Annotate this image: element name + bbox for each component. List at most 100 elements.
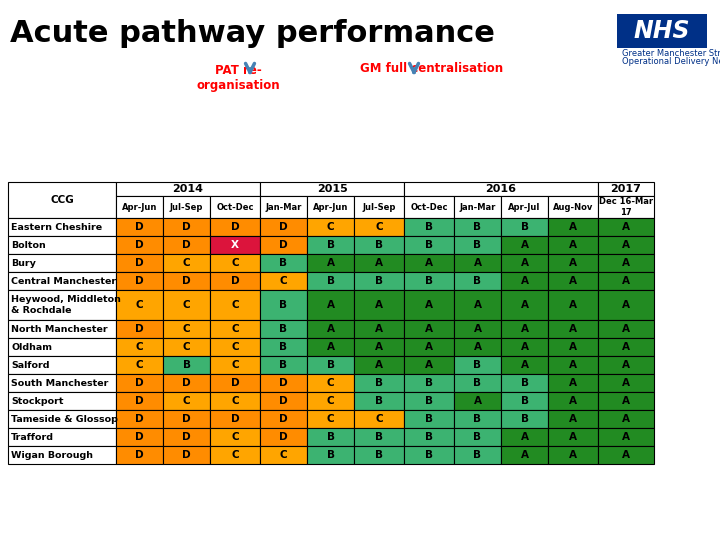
Bar bbox=[307, 446, 354, 464]
Text: A: A bbox=[622, 258, 630, 268]
Text: 2017: 2017 bbox=[611, 184, 642, 194]
Bar bbox=[116, 236, 163, 254]
Bar bbox=[598, 428, 654, 446]
Text: Jan-Mar: Jan-Mar bbox=[265, 202, 302, 212]
Text: C: C bbox=[231, 360, 239, 370]
Text: A: A bbox=[622, 360, 630, 370]
Text: B: B bbox=[474, 360, 482, 370]
Text: B: B bbox=[474, 240, 482, 250]
Text: A: A bbox=[569, 300, 577, 310]
Text: D: D bbox=[135, 324, 144, 334]
Bar bbox=[163, 254, 210, 272]
Bar bbox=[260, 356, 307, 374]
Bar bbox=[163, 392, 210, 410]
Bar bbox=[404, 218, 454, 236]
Text: D: D bbox=[230, 222, 239, 232]
Bar bbox=[8, 254, 116, 272]
Text: B: B bbox=[425, 450, 433, 460]
Bar bbox=[163, 338, 210, 356]
Bar bbox=[454, 290, 501, 320]
Bar bbox=[454, 374, 501, 392]
Text: C: C bbox=[327, 396, 334, 406]
Bar bbox=[210, 196, 260, 218]
Text: A: A bbox=[375, 258, 383, 268]
Bar bbox=[260, 290, 307, 320]
Bar bbox=[598, 410, 654, 428]
Bar bbox=[548, 236, 598, 254]
Text: A: A bbox=[569, 342, 577, 352]
Text: B: B bbox=[279, 300, 287, 310]
Text: C: C bbox=[183, 396, 190, 406]
Bar bbox=[354, 428, 404, 446]
Bar bbox=[354, 392, 404, 410]
Bar bbox=[307, 254, 354, 272]
Text: A: A bbox=[569, 324, 577, 334]
Bar bbox=[116, 218, 163, 236]
Text: C: C bbox=[231, 300, 239, 310]
Bar bbox=[454, 410, 501, 428]
Bar bbox=[116, 290, 163, 320]
Text: B: B bbox=[279, 342, 287, 352]
Text: C: C bbox=[183, 300, 190, 310]
Bar bbox=[307, 356, 354, 374]
Text: A: A bbox=[521, 324, 528, 334]
Bar bbox=[210, 428, 260, 446]
Text: A: A bbox=[569, 450, 577, 460]
Bar bbox=[260, 374, 307, 392]
Bar bbox=[404, 196, 454, 218]
Text: Aug-Nov: Aug-Nov bbox=[553, 202, 593, 212]
Bar bbox=[454, 218, 501, 236]
Text: B: B bbox=[474, 450, 482, 460]
Bar bbox=[260, 236, 307, 254]
Text: C: C bbox=[183, 324, 190, 334]
Text: GM full centralisation: GM full centralisation bbox=[361, 62, 503, 75]
Bar bbox=[260, 446, 307, 464]
Bar bbox=[116, 446, 163, 464]
Text: A: A bbox=[569, 378, 577, 388]
Text: C: C bbox=[231, 342, 239, 352]
Text: B: B bbox=[474, 432, 482, 442]
Text: B: B bbox=[375, 396, 383, 406]
Text: D: D bbox=[135, 432, 144, 442]
Bar bbox=[163, 196, 210, 218]
Bar bbox=[116, 338, 163, 356]
Text: B: B bbox=[425, 222, 433, 232]
Bar bbox=[354, 320, 404, 338]
Bar bbox=[307, 338, 354, 356]
Bar bbox=[354, 272, 404, 290]
Text: A: A bbox=[521, 432, 528, 442]
Bar bbox=[548, 392, 598, 410]
Text: D: D bbox=[135, 240, 144, 250]
Text: Tameside & Glossop: Tameside & Glossop bbox=[11, 415, 118, 423]
Bar bbox=[501, 254, 548, 272]
Bar bbox=[307, 272, 354, 290]
Bar bbox=[548, 410, 598, 428]
Text: Eastern Cheshire: Eastern Cheshire bbox=[11, 222, 102, 232]
Bar bbox=[116, 182, 260, 196]
Text: B: B bbox=[182, 360, 191, 370]
Bar bbox=[354, 338, 404, 356]
Text: B: B bbox=[375, 276, 383, 286]
Bar bbox=[307, 374, 354, 392]
Bar bbox=[598, 254, 654, 272]
Bar bbox=[8, 290, 116, 320]
Text: A: A bbox=[375, 360, 383, 370]
Text: Trafford: Trafford bbox=[11, 433, 54, 442]
Text: D: D bbox=[182, 414, 191, 424]
Text: D: D bbox=[135, 414, 144, 424]
Bar bbox=[116, 392, 163, 410]
Text: A: A bbox=[474, 324, 482, 334]
Bar bbox=[354, 236, 404, 254]
Text: A: A bbox=[521, 360, 528, 370]
Text: Oct-Dec: Oct-Dec bbox=[216, 202, 253, 212]
Bar bbox=[354, 218, 404, 236]
Text: Dec 16-Mar
17: Dec 16-Mar 17 bbox=[599, 197, 653, 217]
Bar bbox=[260, 392, 307, 410]
Text: D: D bbox=[230, 276, 239, 286]
Bar bbox=[354, 290, 404, 320]
Text: A: A bbox=[375, 324, 383, 334]
Bar bbox=[8, 182, 116, 218]
Text: D: D bbox=[279, 414, 288, 424]
Text: A: A bbox=[622, 342, 630, 352]
Text: B: B bbox=[474, 378, 482, 388]
